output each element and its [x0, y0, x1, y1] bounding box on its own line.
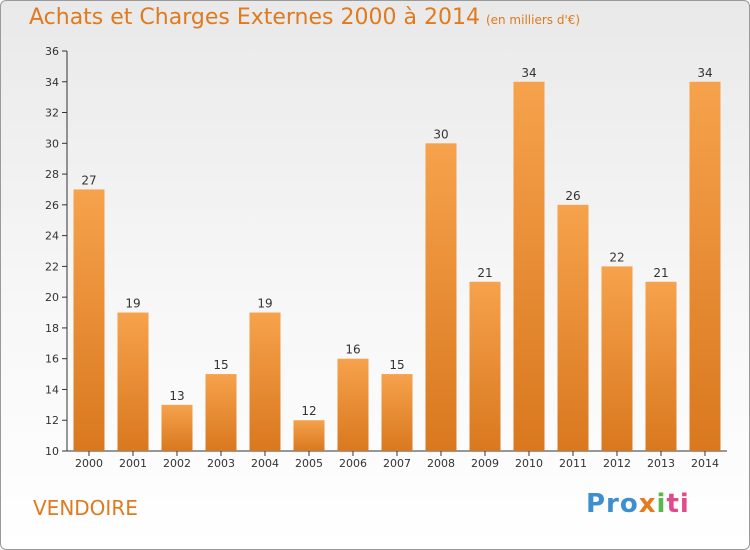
y-tick-label: 10 — [45, 445, 59, 458]
data-label: 16 — [345, 343, 360, 357]
bar — [381, 374, 413, 451]
bar — [117, 312, 149, 451]
x-tick-label: 2014 — [691, 457, 719, 470]
data-label: 15 — [389, 358, 404, 372]
proxiti-logo: Proxiti — [586, 489, 690, 519]
y-tick-label: 12 — [45, 414, 59, 427]
x-tick-label: 2003 — [207, 457, 235, 470]
y-tick-label: 28 — [45, 168, 59, 181]
data-label: 13 — [169, 389, 184, 403]
bar — [513, 81, 545, 452]
x-tick-label: 2002 — [163, 457, 191, 470]
y-tick-label: 30 — [45, 137, 59, 150]
bar — [73, 189, 105, 451]
x-tick-label: 2007 — [383, 457, 411, 470]
bar — [293, 420, 325, 451]
x-tick-label: 2010 — [515, 457, 543, 470]
bar — [205, 374, 237, 451]
y-tick-label: 20 — [45, 291, 59, 304]
x-tick-label: 2013 — [647, 457, 675, 470]
x-tick-label: 2008 — [427, 457, 455, 470]
data-label: 26 — [565, 189, 580, 203]
bar — [249, 312, 281, 451]
data-label: 30 — [433, 127, 448, 141]
x-tick-label: 2012 — [603, 457, 631, 470]
data-label: 21 — [653, 266, 668, 280]
y-tick-label: 32 — [45, 107, 59, 120]
x-tick-label: 2004 — [251, 457, 279, 470]
bar — [557, 204, 589, 451]
x-tick-label: 2011 — [559, 457, 587, 470]
bar — [337, 358, 369, 451]
bar — [645, 281, 677, 451]
y-tick-label: 34 — [45, 76, 59, 89]
chart-subtitle: (en milliers d'€) — [485, 13, 581, 27]
bar — [469, 281, 501, 451]
x-tick-label: 2009 — [471, 457, 499, 470]
x-tick-label: 2001 — [119, 457, 147, 470]
data-label: 34 — [697, 66, 712, 80]
data-label: 27 — [81, 173, 96, 187]
x-tick-label: 2006 — [339, 457, 367, 470]
city-name: VENDOIRE — [33, 496, 138, 520]
data-label: 21 — [477, 266, 492, 280]
data-label: 12 — [301, 404, 316, 418]
bar — [161, 404, 193, 451]
data-label: 19 — [257, 297, 272, 311]
x-tick-label: 2000 — [75, 457, 103, 470]
y-tick-label: 22 — [45, 260, 59, 273]
y-tick-label: 18 — [45, 322, 59, 335]
y-tick-label: 36 — [45, 45, 59, 58]
bar — [425, 143, 457, 452]
bar — [601, 266, 633, 451]
bar — [689, 81, 721, 452]
data-label: 19 — [125, 297, 140, 311]
y-tick-label: 24 — [45, 230, 59, 243]
data-label: 15 — [213, 358, 228, 372]
y-tick-label: 26 — [45, 199, 59, 212]
data-label: 34 — [521, 66, 536, 80]
chart-title: Achats et Charges Externes 2000 à 2014 (e… — [29, 5, 581, 30]
data-label: 22 — [609, 250, 624, 264]
y-tick-label: 14 — [45, 383, 59, 396]
x-tick-label: 2005 — [295, 457, 323, 470]
y-tick-label: 16 — [45, 353, 59, 366]
